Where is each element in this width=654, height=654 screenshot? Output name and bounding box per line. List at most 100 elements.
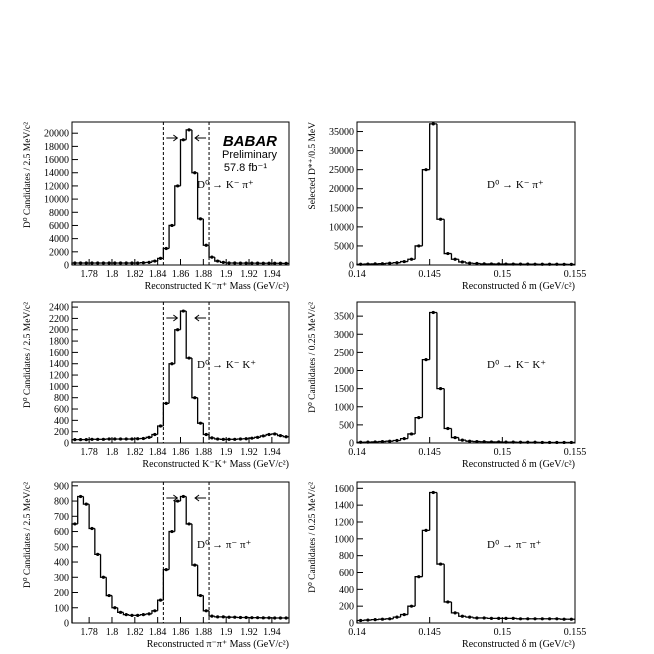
data-point: [468, 439, 472, 443]
x-tick-label: 1.82: [126, 447, 144, 458]
data-point: [113, 261, 117, 265]
cut-arrow: [166, 494, 179, 502]
y-tick-label: 2000: [49, 247, 69, 258]
plot-frame: [356, 301, 576, 444]
decay-label: D⁰ → π⁻ π⁺: [487, 539, 542, 551]
plot-frame: [71, 481, 290, 624]
data-point: [489, 616, 494, 620]
x-tick-label: 1.82: [126, 269, 144, 280]
y-tick-label: 400: [54, 416, 69, 427]
histogram-step: [202, 218, 210, 246]
histogram-step: [436, 123, 445, 220]
data-point: [540, 440, 544, 445]
data-point: [409, 604, 414, 608]
data-point: [388, 439, 392, 443]
data-point: [453, 611, 457, 615]
x-tick-label: 1.78: [80, 627, 98, 638]
x-tick-label: 1.8: [106, 627, 119, 638]
y-tick-label: 1000: [334, 402, 354, 413]
cut-arrow: [194, 134, 207, 142]
data-point: [255, 261, 260, 265]
y-axis-label: Selected D*⁺/0.5 MeV: [308, 122, 318, 210]
data-point: [402, 259, 406, 264]
data-point: [216, 615, 220, 619]
histogram-step: [208, 245, 215, 258]
data-point: [475, 616, 479, 620]
y-tick-label: 3000: [334, 330, 354, 341]
data-point: [101, 261, 106, 265]
y-tick-label: 35000: [329, 127, 354, 138]
data-point: [221, 615, 225, 619]
data-point: [107, 437, 111, 441]
data-point: [255, 435, 260, 439]
y-tick-label: 600: [54, 405, 69, 416]
histogram-step: [436, 312, 445, 390]
histogram-step: [421, 529, 430, 577]
x-tick-label: 1.84: [149, 627, 167, 638]
data-point: [181, 309, 185, 313]
data-point: [278, 261, 283, 265]
data-point: [518, 617, 523, 621]
data-point: [101, 575, 106, 579]
data-point: [193, 171, 197, 175]
data-point: [562, 262, 566, 266]
data-point: [141, 261, 145, 265]
data-point: [273, 432, 277, 436]
decay-label: D⁰ → K⁻ π⁺: [487, 179, 544, 191]
histogram-step: [421, 169, 430, 246]
data-point: [359, 618, 363, 623]
data-point: [118, 437, 123, 441]
luminosity: 57.8 fb⁻¹: [224, 162, 267, 174]
data-point: [555, 440, 559, 445]
x-tick-label: 0.15: [494, 447, 512, 458]
data-point: [273, 616, 277, 620]
x-tick-label: 0.15: [494, 627, 512, 638]
y-axis-label: D⁰ Candidates / 2.5 MeV/c²: [22, 482, 33, 588]
data-point: [533, 262, 537, 266]
data-point: [278, 616, 283, 620]
y-tick-label: 700: [54, 512, 69, 523]
y-tick-label: 5000: [334, 241, 354, 252]
histogram-step: [174, 500, 181, 532]
y-tick-label: 2500: [334, 348, 354, 359]
y-tick-label: 2000: [49, 325, 69, 336]
x-tick-label: 0.155: [564, 269, 587, 280]
x-tick-label: 1.92: [240, 627, 258, 638]
data-point: [96, 261, 100, 265]
data-point: [136, 261, 140, 265]
data-point: [84, 261, 88, 265]
data-point: [261, 261, 265, 265]
data-point: [118, 610, 123, 614]
histogram-step: [185, 496, 192, 525]
histogram-step: [168, 530, 175, 570]
data-point: [424, 168, 428, 172]
data-point: [380, 439, 385, 444]
data-point: [193, 563, 197, 567]
y-tick-label: 1800: [49, 337, 69, 348]
data-point: [187, 128, 191, 132]
data-point: [395, 261, 399, 265]
data-point: [250, 616, 254, 620]
data-point: [533, 440, 537, 444]
data-point: [431, 122, 435, 126]
data-point: [170, 223, 174, 228]
data-point: [176, 328, 180, 332]
data-point: [533, 617, 537, 621]
data-point: [204, 609, 208, 613]
data-point: [107, 261, 111, 265]
y-tick-label: 900: [54, 481, 69, 492]
y-tick-label: 10000: [329, 222, 354, 233]
histogram-step: [196, 397, 204, 424]
data-point: [233, 437, 237, 441]
plot-frame: [356, 481, 576, 624]
y-tick-label: 200: [339, 602, 354, 613]
x-axis-label: Reconstructed δ m (GeV/c²): [462, 639, 575, 650]
data-point: [511, 440, 515, 444]
panel: 1.78 1.8 1.82 1.84 1.86 1.88 1.9 1.92 1.94 0 100 20…: [22, 481, 290, 650]
x-axis-label: Reconstructed δ m (GeV/c²): [462, 459, 575, 470]
data-point: [261, 434, 265, 438]
data-point: [504, 440, 508, 444]
data-point: [409, 257, 414, 261]
data-point: [475, 439, 479, 444]
data-point: [210, 255, 214, 259]
